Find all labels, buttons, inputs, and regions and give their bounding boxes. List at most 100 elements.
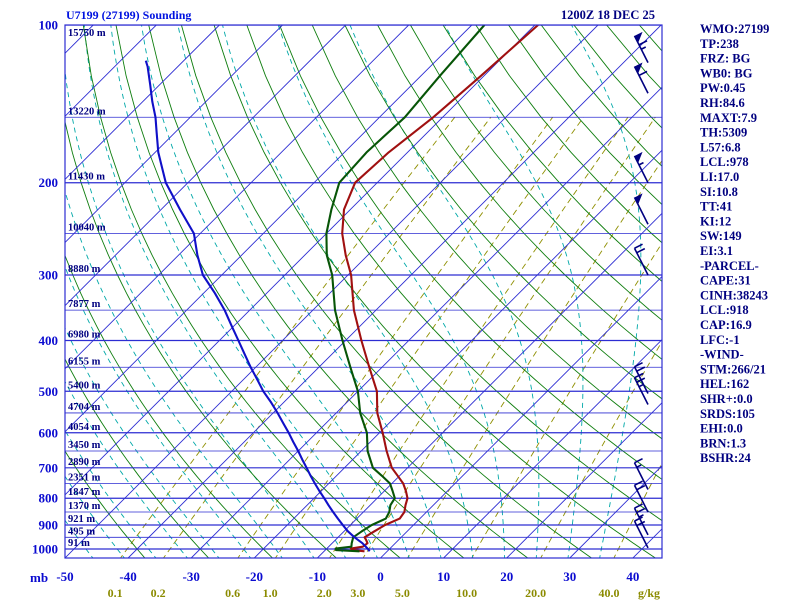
dry-adiabat-line [65, 254, 274, 558]
isotherm-line [65, 25, 346, 307]
stat-line: KI:12 [700, 214, 731, 228]
isotherm-line [65, 25, 220, 181]
pressure-tick-label: 200 [39, 175, 59, 190]
dry-adiabat-line [65, 450, 146, 558]
pressure-tick-label: 400 [39, 333, 59, 348]
moist-adiabat-line [141, 25, 410, 558]
sounding-curves [144, 25, 539, 553]
dry-adiabat-line [148, 25, 529, 558]
wind-barb [633, 457, 649, 490]
height-label: 11430 m [68, 172, 105, 183]
wind-barb [633, 31, 649, 64]
height-label: 3450 m [68, 440, 101, 451]
isotherm-line [253, 149, 662, 558]
pressure-tick-label: 800 [39, 491, 59, 506]
wind-barb [633, 503, 649, 536]
mixing-ratio-line [540, 340, 662, 558]
moist-adiabat-line [571, 25, 642, 558]
dry-adiabat-line [475, 25, 662, 244]
dry-adiabat-line [65, 119, 337, 558]
plot-border-rect [64, 24, 663, 559]
mixing-ratio-tick-label: 3.0 [350, 586, 365, 600]
isotherm-line [506, 402, 662, 558]
barb-feather [636, 520, 646, 527]
isotherm-line [65, 25, 599, 558]
dry-adiabat-line [344, 25, 662, 400]
stat-line: MAXT:7.9 [700, 111, 757, 125]
temp-tick-label: 10 [437, 569, 450, 584]
height-label: 13220 m [68, 106, 106, 117]
stat-line: -WIND- [700, 348, 744, 362]
height-label: 2890 m [68, 457, 101, 468]
moist-adiabat-line [0, 25, 63, 560]
wind-barb [633, 151, 649, 184]
isotherm-line [380, 275, 662, 558]
mixing-ratio-tick-label: 10.0 [456, 586, 477, 600]
barb-feather [634, 372, 643, 379]
temp-tick-label: -30 [183, 569, 200, 584]
mixing-ratio-tick-label: 1.0 [263, 586, 278, 600]
barb-flag [634, 31, 643, 44]
chart-datetime: 1200Z 18 DEC 25 [561, 8, 655, 22]
barb-feather [636, 366, 646, 372]
height-label: 495 m [68, 526, 95, 537]
pressure-tick-label: 500 [39, 384, 59, 399]
mixing-ratio-tick-label: 20.0 [525, 586, 546, 600]
dry-adiabat-line [246, 25, 662, 522]
moist-adiabat-line [83, 25, 347, 558]
height-label: 7877 m [68, 299, 101, 310]
wind-barb [633, 193, 649, 225]
dry-adiabat-line [279, 25, 662, 480]
temp-tick-label: -20 [246, 569, 263, 584]
dry-adiabat-line [377, 25, 662, 360]
moist-adiabat-line [65, 327, 220, 558]
barb-half-feather [638, 383, 644, 388]
isotherm-line [127, 25, 662, 558]
isotherm-line [190, 86, 662, 558]
stat-line: RH:84.6 [700, 96, 745, 110]
pressure-tick-label: 700 [39, 460, 59, 475]
wind-barb [633, 372, 649, 405]
moist-adiabat-line [65, 189, 283, 558]
isotherm-line [317, 212, 662, 558]
stat-line: SRDS:105 [700, 407, 755, 421]
skewt-grid [0, 25, 662, 560]
height-label: 6155 m [68, 356, 101, 367]
height-label: 10040 m [68, 223, 106, 234]
height-label: 1847 m [68, 487, 101, 498]
stat-line: TT:41 [700, 200, 732, 214]
barb-feather [638, 70, 648, 77]
chart-title: U7199 (27199) Sounding [66, 8, 191, 22]
barb-feather [634, 480, 643, 486]
barb-flag [634, 193, 643, 205]
isotherm-line [569, 465, 662, 558]
temp-tick-label: 0 [377, 569, 384, 584]
dry-adiabat-line [410, 25, 662, 321]
moist-adiabat-line [222, 25, 474, 558]
moist-adiabat-line [110, 25, 378, 558]
stat-line: L57:6.8 [700, 140, 741, 154]
moist-adiabat-line [65, 475, 125, 558]
stat-line: EHI:0.0 [700, 422, 743, 436]
pressure-tick-label: 900 [39, 518, 59, 533]
stat-line: HEL:162 [700, 377, 749, 391]
stat-line: LCL:978 [700, 155, 749, 169]
mixing-ratio-tick-label: 0.6 [225, 586, 240, 600]
isotherm-line [443, 338, 662, 558]
dry-adiabat-line [65, 358, 210, 558]
barb-feather [636, 377, 646, 383]
dry-adiabat-line [442, 25, 662, 282]
height-label: 2351 m [68, 473, 101, 484]
barb-flag [634, 62, 643, 74]
dry-adiabat-line [180, 25, 593, 558]
wind-barb [633, 480, 649, 513]
barb-feather [636, 484, 646, 491]
moist-adiabat-line [0, 25, 31, 560]
stat-line: FRZ: BG [700, 52, 751, 66]
mixing-ratio-tick-label: 40.0 [599, 586, 620, 600]
pressure-unit-label: mb [30, 570, 48, 585]
moist-adiabat-line [65, 380, 188, 558]
pressure-tick-label: 100 [39, 18, 59, 33]
moist-adiabat-line [65, 519, 94, 558]
